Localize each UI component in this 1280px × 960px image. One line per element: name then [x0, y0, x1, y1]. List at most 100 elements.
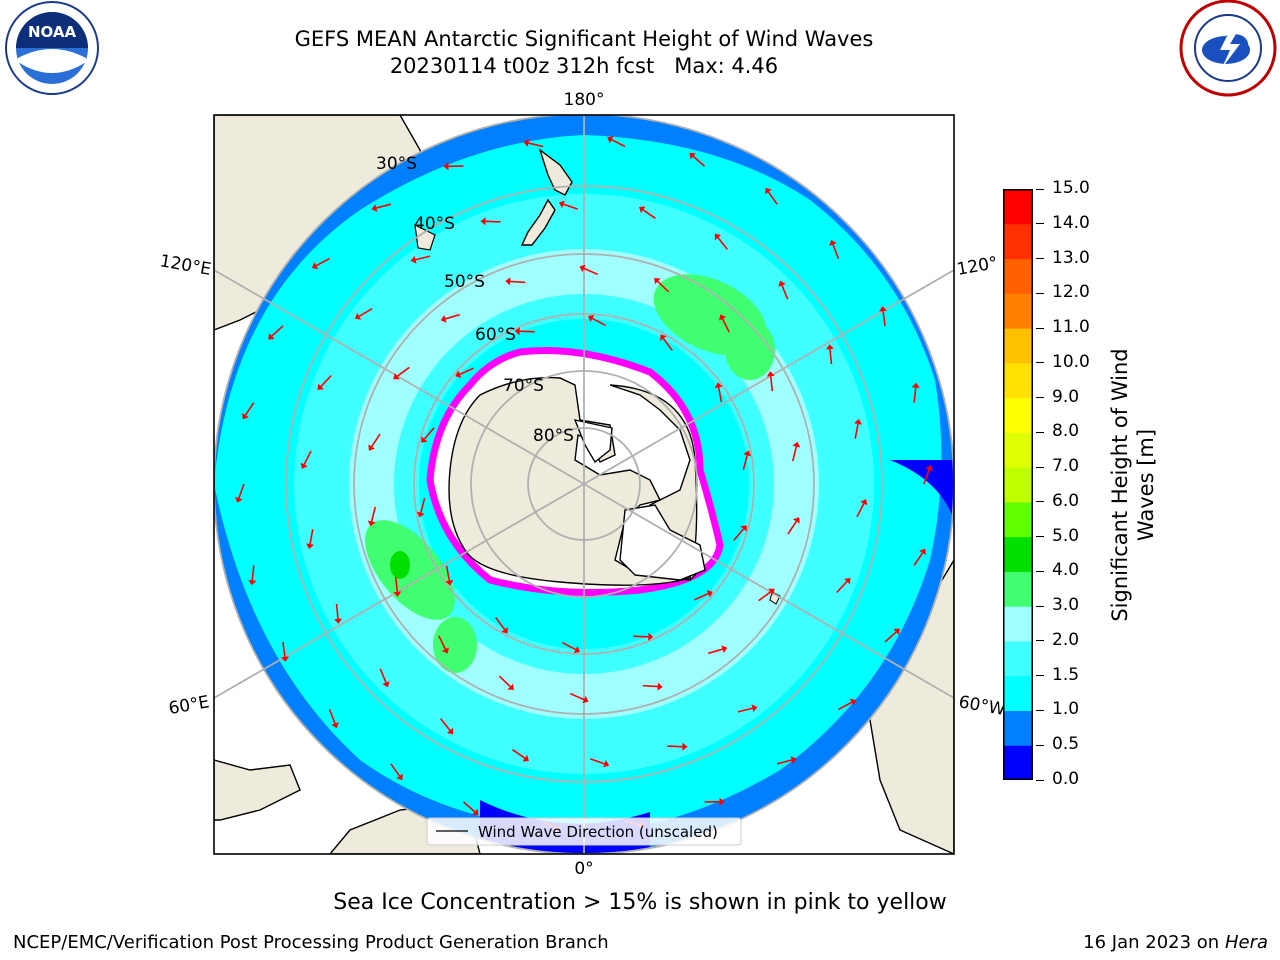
meridian-120w: [583, 269, 954, 485]
wind-arrow: [455, 367, 474, 378]
colorbar-tick-mark: [1036, 258, 1044, 260]
wind-arrow: [742, 450, 752, 471]
wind-arrow: [445, 565, 454, 586]
wind-arrow: [306, 529, 314, 549]
colorbar-tick-label: 15.0: [1052, 178, 1090, 198]
colorbar-swatch: [1003, 536, 1033, 572]
wind-arrow: [642, 682, 663, 691]
tasmania: [414, 223, 436, 251]
colorbar-swatch: [1003, 501, 1033, 538]
colorbar-tick-label: 12.0: [1052, 282, 1090, 303]
wind-arrow: [879, 306, 888, 327]
colorbar-tick-mark: [1036, 327, 1044, 329]
wind-arrow: [579, 264, 599, 276]
colorbar-swatch: [1003, 223, 1033, 260]
colorbar-tick-mark: [1036, 675, 1044, 677]
wind-arrow: [334, 603, 343, 624]
wind-arrow: [410, 255, 431, 264]
lon-label-0: 0°: [574, 859, 593, 879]
wind-arrow: [390, 763, 403, 781]
wind-arrow: [311, 257, 330, 270]
antarctica-land: [448, 376, 706, 586]
chart-subtitle: 20230114 t00z 312h fcst Max: 4.46: [389, 54, 779, 78]
wind-arrow: [714, 233, 728, 250]
footer-date-text: 16 Jan 2023 on: [1083, 932, 1225, 953]
colorbar-tick-mark: [1036, 570, 1044, 572]
colorbar-swatch: [1003, 258, 1033, 294]
colorbar-swatch: [1003, 675, 1033, 711]
colorbar: [1003, 189, 1033, 780]
wind-arrow: [654, 277, 670, 293]
wind-arrow: [558, 200, 578, 210]
map-legend: Wind Wave Direction (unscaled): [426, 817, 742, 846]
wind-arrow: [421, 427, 435, 443]
wind-arrow: [689, 153, 706, 167]
new-zealand: [520, 148, 573, 246]
colorbar-swatch: [1003, 189, 1033, 225]
wind-arrow: [440, 313, 461, 323]
sea-ice-note: Sea Ice Concentration > 15% is shown in …: [333, 890, 947, 915]
meridian-120e: [214, 269, 585, 485]
wind-arrow: [633, 632, 654, 641]
wind-arrow: [778, 280, 789, 300]
colorbar-swatch: [1003, 293, 1033, 329]
colorbar-tick-label: 1.0: [1052, 699, 1080, 720]
wind-arrow: [787, 517, 800, 535]
colorbar-tick-label: 1.5: [1052, 664, 1080, 685]
meridian-60e: [214, 483, 585, 699]
noaa-logo: NOAA: [5, 1, 99, 95]
wind-arrow: [587, 314, 607, 327]
footer-credit: NCEP/EMC/Verification Post Processing Pr…: [13, 932, 609, 953]
wind-arrow: [836, 577, 851, 594]
meridian-60w: [583, 483, 954, 699]
wind-arrow: [766, 371, 775, 392]
wind-arrow: [913, 548, 926, 566]
lat-label-80s: 80°S: [533, 426, 574, 446]
colorbar-tick-label: 10.0: [1052, 351, 1090, 372]
colorbar-tick-label: 8.0: [1052, 421, 1080, 442]
wind-arrow: [561, 641, 581, 654]
colorbar-title-line2: Waves [m]: [1134, 428, 1158, 542]
colorbar-title-line1: Significant Height of Wind: [1108, 348, 1132, 622]
colorbar-tick-mark: [1036, 501, 1044, 503]
lat-label-50s: 50°S: [444, 272, 485, 292]
latitude-labels: 30°S 40°S 50°S 60°S 70°S 80°S: [376, 154, 574, 446]
chart-title: GEFS MEAN Antarctic Significant Height o…: [294, 27, 874, 51]
lon-label-60e: 60°E: [167, 692, 211, 719]
colorbar-border: [1003, 189, 1033, 780]
colorbar-tick-mark: [1036, 779, 1044, 781]
wind-arrow: [590, 758, 610, 768]
colorbar-tick-mark: [1036, 640, 1044, 642]
wind-arrow: [328, 709, 339, 729]
wind-arrow: [480, 217, 501, 226]
colorbar-tick-label: 7.0: [1052, 456, 1080, 477]
footer-date: 16 Jan 2023 on Hera: [1083, 932, 1268, 953]
colorbar-tick-label: 5.0: [1052, 525, 1080, 546]
wind-arrow: [707, 645, 728, 655]
lon-label-120e: 120°E: [158, 251, 212, 280]
wind-arrow: [495, 616, 508, 634]
wind-arrow: [884, 628, 900, 643]
wind-arrow: [393, 576, 402, 597]
wind-arrow: [856, 499, 868, 518]
wind-arrow: [737, 704, 758, 713]
colorbar-tick-mark: [1036, 362, 1044, 364]
colorbar-swatch: [1003, 397, 1033, 433]
colorbar-swatch: [1003, 745, 1033, 780]
wind-arrow: [758, 588, 775, 602]
lat-label-30s: 30°S: [376, 154, 417, 174]
wind-arrow: [923, 465, 933, 485]
wind-arrow: [416, 497, 426, 518]
wind-arrow: [667, 742, 688, 751]
wind-arrow: [776, 756, 797, 765]
colorbar-tick-label: 4.0: [1052, 560, 1080, 581]
colorbar-swatch: [1003, 467, 1033, 503]
wind-arrow: [393, 366, 410, 380]
wind-arrow: [371, 203, 392, 212]
colorbar-tick-label: 11.0: [1052, 317, 1090, 338]
wind-arrow: [280, 641, 289, 662]
wind-arrow: [268, 325, 284, 340]
colorbar-swatch: [1003, 328, 1033, 364]
wind-arrow: [607, 136, 626, 148]
